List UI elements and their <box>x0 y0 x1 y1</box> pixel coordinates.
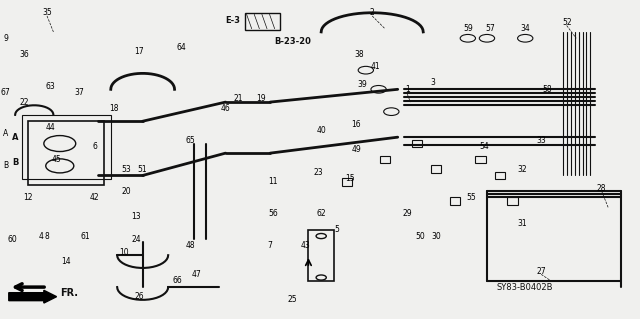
Text: 55: 55 <box>466 193 476 202</box>
Text: B: B <box>12 158 19 167</box>
Text: 14: 14 <box>61 257 71 266</box>
Bar <box>380 156 390 163</box>
Bar <box>495 172 505 179</box>
Bar <box>244 13 280 30</box>
Text: 51: 51 <box>138 165 147 174</box>
Bar <box>412 140 422 147</box>
Text: 5: 5 <box>335 225 340 234</box>
Text: 46: 46 <box>221 104 230 113</box>
Text: 4: 4 <box>38 232 43 241</box>
Text: 19: 19 <box>256 94 266 103</box>
Text: 67: 67 <box>1 88 10 97</box>
Text: 1: 1 <box>405 85 410 94</box>
Bar <box>431 165 441 173</box>
Text: 49: 49 <box>351 145 361 154</box>
Text: 6: 6 <box>92 142 97 151</box>
Text: 18: 18 <box>109 104 119 113</box>
Text: 33: 33 <box>536 136 546 145</box>
Text: 8: 8 <box>45 232 49 241</box>
Text: 63: 63 <box>45 82 55 91</box>
Text: 41: 41 <box>371 63 380 71</box>
Text: 50: 50 <box>415 232 425 241</box>
Text: 7: 7 <box>268 241 273 250</box>
Text: 24: 24 <box>131 235 141 244</box>
Text: 3: 3 <box>430 78 435 87</box>
Text: 26: 26 <box>134 292 144 301</box>
Text: 29: 29 <box>403 209 412 218</box>
Text: 62: 62 <box>316 209 326 218</box>
Text: 31: 31 <box>517 219 527 228</box>
Text: 16: 16 <box>351 120 361 129</box>
Text: 32: 32 <box>517 165 527 174</box>
Text: 61: 61 <box>81 232 90 241</box>
Bar <box>508 197 518 205</box>
Text: 25: 25 <box>288 295 298 304</box>
Text: 36: 36 <box>20 50 29 59</box>
Text: 35: 35 <box>42 8 52 17</box>
Text: 2: 2 <box>370 8 374 17</box>
Text: 48: 48 <box>186 241 195 250</box>
Text: 42: 42 <box>90 193 100 202</box>
Text: 58: 58 <box>543 85 552 94</box>
Text: 44: 44 <box>45 123 55 132</box>
Text: 17: 17 <box>134 47 144 56</box>
Text: 15: 15 <box>345 174 355 183</box>
Text: 38: 38 <box>355 50 364 59</box>
Text: 10: 10 <box>119 248 129 256</box>
Text: 37: 37 <box>74 88 84 97</box>
Text: 13: 13 <box>131 212 141 221</box>
Text: FR.: FR. <box>60 288 78 299</box>
Text: 56: 56 <box>269 209 278 218</box>
Text: SY83-B0402B: SY83-B0402B <box>497 283 554 292</box>
FancyArrow shape <box>9 290 56 303</box>
Bar <box>28 121 104 185</box>
Text: 64: 64 <box>176 43 186 52</box>
Text: 57: 57 <box>485 24 495 33</box>
Bar <box>22 115 111 179</box>
Text: B: B <box>3 161 8 170</box>
Text: 53: 53 <box>122 165 132 174</box>
Text: 54: 54 <box>479 142 489 151</box>
Bar <box>450 197 460 205</box>
Text: A: A <box>3 130 8 138</box>
Text: A: A <box>12 133 19 142</box>
Text: 27: 27 <box>536 267 546 276</box>
Text: 39: 39 <box>358 80 367 89</box>
Text: E-3: E-3 <box>225 16 240 25</box>
Text: 20: 20 <box>122 187 132 196</box>
Bar <box>342 178 352 186</box>
Text: 47: 47 <box>192 270 202 279</box>
Bar <box>308 230 334 281</box>
Text: 45: 45 <box>52 155 61 164</box>
Text: 66: 66 <box>173 276 182 285</box>
Text: 11: 11 <box>269 177 278 186</box>
Text: 40: 40 <box>316 126 326 135</box>
Text: 60: 60 <box>7 235 17 244</box>
Text: B-23-20: B-23-20 <box>274 37 311 46</box>
Text: 21: 21 <box>234 94 243 103</box>
Text: 23: 23 <box>313 168 323 177</box>
Text: 52: 52 <box>562 18 572 27</box>
Text: 22: 22 <box>20 98 29 107</box>
Text: 30: 30 <box>431 232 441 241</box>
Text: 59: 59 <box>463 24 473 33</box>
Text: 28: 28 <box>597 184 607 193</box>
Text: 43: 43 <box>300 241 310 250</box>
Text: 9: 9 <box>3 34 8 43</box>
Text: 65: 65 <box>186 136 195 145</box>
Text: 12: 12 <box>23 193 33 202</box>
Text: 34: 34 <box>520 24 530 33</box>
Bar <box>476 156 486 163</box>
